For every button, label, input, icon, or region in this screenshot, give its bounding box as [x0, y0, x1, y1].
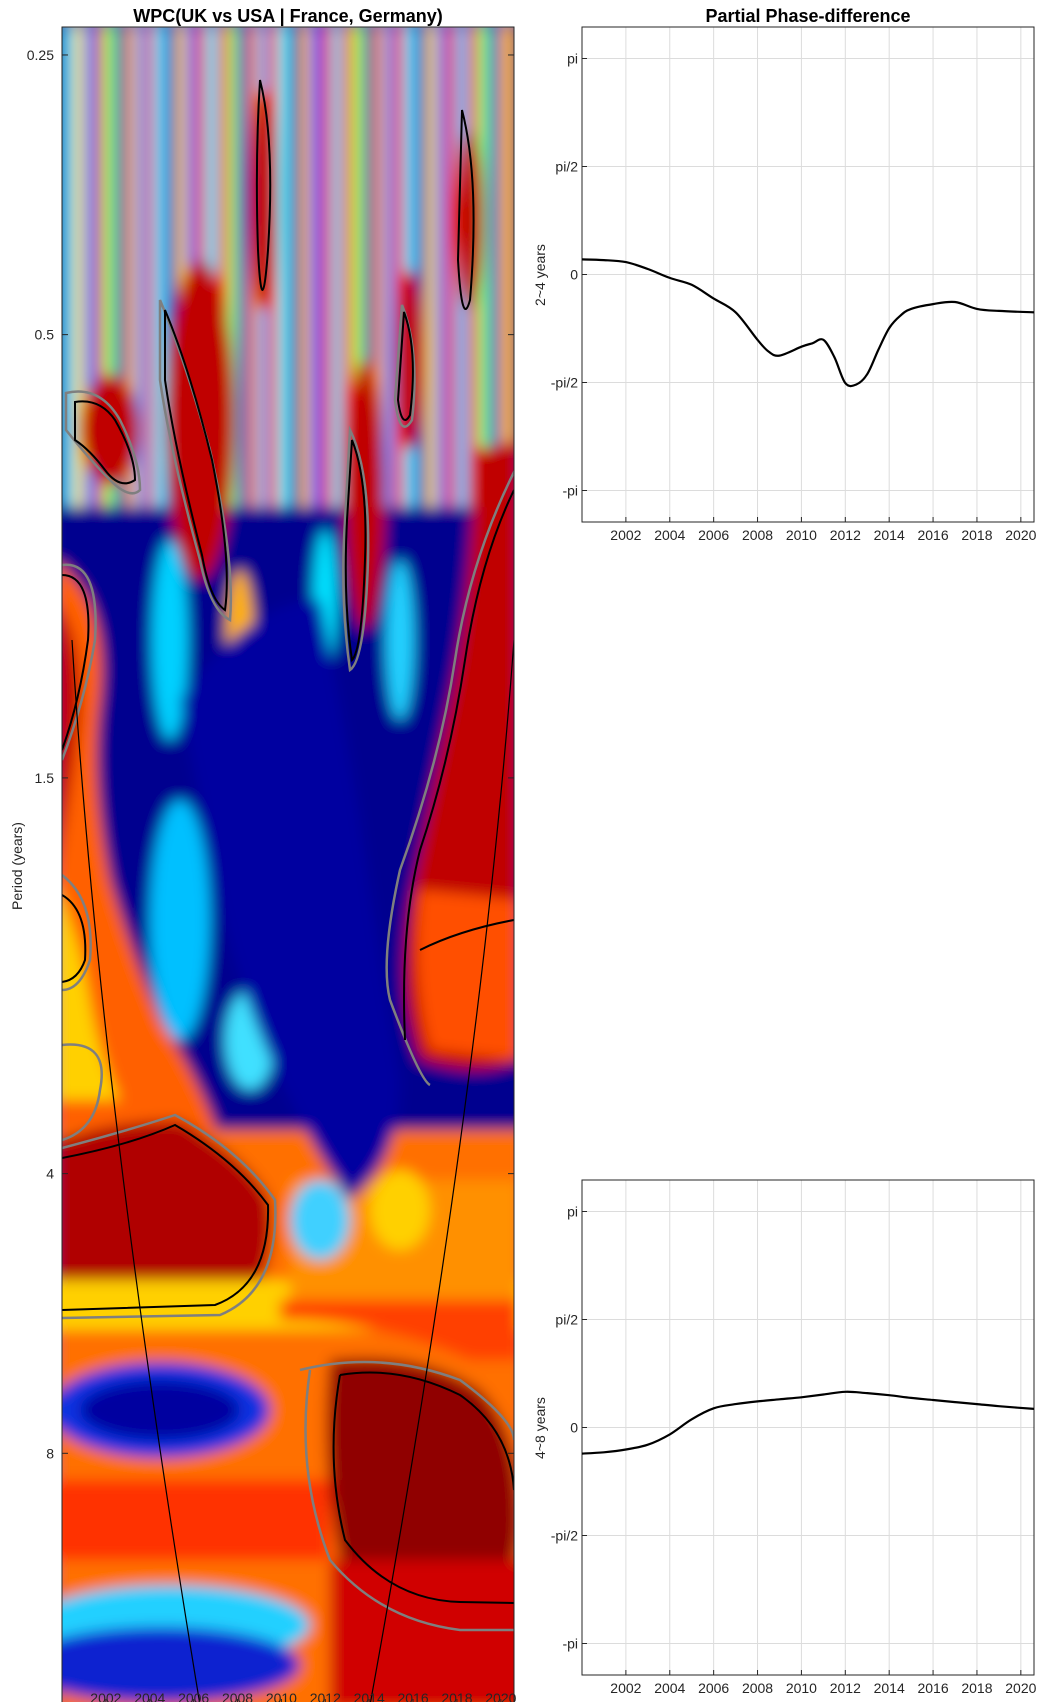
wpc-axes-box — [61, 26, 515, 1702]
x-tick-label: 2012 — [830, 1680, 861, 1696]
x-tick-label: 2020 — [1005, 1680, 1036, 1696]
wpc-x-tick-label: 2004 — [134, 1690, 165, 1702]
y-tick-label: pi — [567, 1204, 578, 1220]
x-tick-label: 2002 — [610, 527, 641, 543]
x-tick-label: 2018 — [961, 527, 992, 543]
wpc-dark-core — [180, 600, 400, 1200]
y-tick-label: pi — [567, 51, 578, 67]
phase-panel-2-4: Partial Phase-difference 2002 2004 2006 200… — [532, 6, 1037, 543]
x-tick-label: 2014 — [874, 527, 905, 543]
x-tick-label: 2018 — [961, 1680, 992, 1696]
x-tick-label: 2004 — [654, 1680, 685, 1696]
x-tick-label: 2006 — [698, 527, 729, 543]
wpc-colorfield — [62, 27, 514, 1702]
wpc-x-tick-label: 2008 — [222, 1690, 253, 1702]
x-tick-label: 2008 — [742, 527, 773, 543]
wpc-x-tick-label: 2012 — [310, 1690, 341, 1702]
phase-title: Partial Phase-difference — [705, 6, 910, 26]
wpc-y-tick-label: 0.5 — [35, 327, 55, 343]
x-tick-label: 2004 — [654, 527, 685, 543]
wpc-x-tick-label: 2010 — [266, 1690, 297, 1702]
wpc-x-tick-label: 2006 — [178, 1690, 209, 1702]
y-tick-label: 0 — [570, 1420, 578, 1436]
wpc-y-tick-label: 8 — [46, 1445, 54, 1461]
wpc-title: WPC(UK vs USA | France, Germany) — [133, 6, 442, 26]
phase-2-4-grid — [582, 27, 1034, 522]
wpc-black-contours — [62, 79, 514, 1604]
wpc-left-region — [62, 565, 220, 1140]
phase-panel-4-8: 2002 2004 2006 2008 2010 2012 2014 2016 2018 2020… — [532, 1179, 1037, 1696]
wpc-heatmap — [62, 27, 514, 1702]
x-tick-label: 2016 — [917, 527, 948, 543]
y-tick-label: -pi/2 — [551, 374, 578, 390]
x-tick-label: 2006 — [698, 1680, 729, 1696]
phase-4-8-y-label: 4~8 years — [532, 1397, 548, 1459]
y-tick-label: pi/2 — [555, 1312, 578, 1328]
phase-4-8-grid — [582, 1180, 1034, 1675]
x-tick-label: 2010 — [786, 527, 817, 543]
wpc-x-tick-label: 2002 — [90, 1690, 121, 1702]
wpc-y-tick-label: 1.5 — [35, 770, 55, 786]
wpc-x-tick-label: 2016 — [397, 1690, 428, 1702]
x-tick-label: 2012 — [830, 527, 861, 543]
phase-series-line — [582, 1390, 1034, 1455]
wpc-lower-coherence-region — [62, 1120, 514, 1702]
phase-series-line — [582, 258, 1034, 388]
y-tick-label: 0 — [570, 267, 578, 283]
x-tick-label: 2014 — [874, 1680, 905, 1696]
y-tick-label: -pi — [562, 1635, 578, 1651]
phase-2-4-y-label: 2~4 years — [532, 244, 548, 306]
x-tick-label: 2008 — [742, 1680, 773, 1696]
x-tick-label: 2016 — [917, 1680, 948, 1696]
wpc-x-tick-label: 2020 — [485, 1690, 516, 1702]
wpc-y-tick-label: 0.25 — [27, 47, 54, 63]
x-tick-label: 2002 — [610, 1680, 641, 1696]
wpc-cone-of-influence — [71, 639, 514, 1702]
wpc-x-tick-label: 2014 — [354, 1690, 385, 1702]
wpc-y-label: Period (years) — [9, 822, 25, 910]
wpc-gray-contours — [62, 299, 514, 1632]
y-tick-label: -pi — [562, 482, 578, 498]
y-tick-label: pi/2 — [555, 159, 578, 175]
y-tick-label: -pi/2 — [551, 1527, 578, 1543]
x-tick-label: 2010 — [786, 1680, 817, 1696]
wpc-y-tick-label: 4 — [46, 1166, 54, 1182]
wpc-x-tick-label: 2018 — [441, 1690, 472, 1702]
wpc-y-ticks: 0.25 0.5 1.5 4 8 — [27, 47, 514, 1461]
x-tick-label: 2020 — [1005, 527, 1036, 543]
wpc-x-ticks: 2002 2004 2006 2008 2010 2012 2014 2016 2018 2020 — [90, 1690, 517, 1702]
phase-4-8-series — [582, 1390, 1034, 1455]
phase-4-8-ticks: 2002 2004 2006 2008 2010 2012 2014 2016 2018 2020… — [551, 1204, 1037, 1696]
wpc-panel: WPC(UK vs USA | France, Germany) — [9, 6, 517, 1702]
phase-2-4-series — [582, 258, 1034, 388]
phase-2-4-ticks: 2002 2004 2006 2008 2010 2012 2014 2016 2018 2020… — [551, 51, 1037, 543]
